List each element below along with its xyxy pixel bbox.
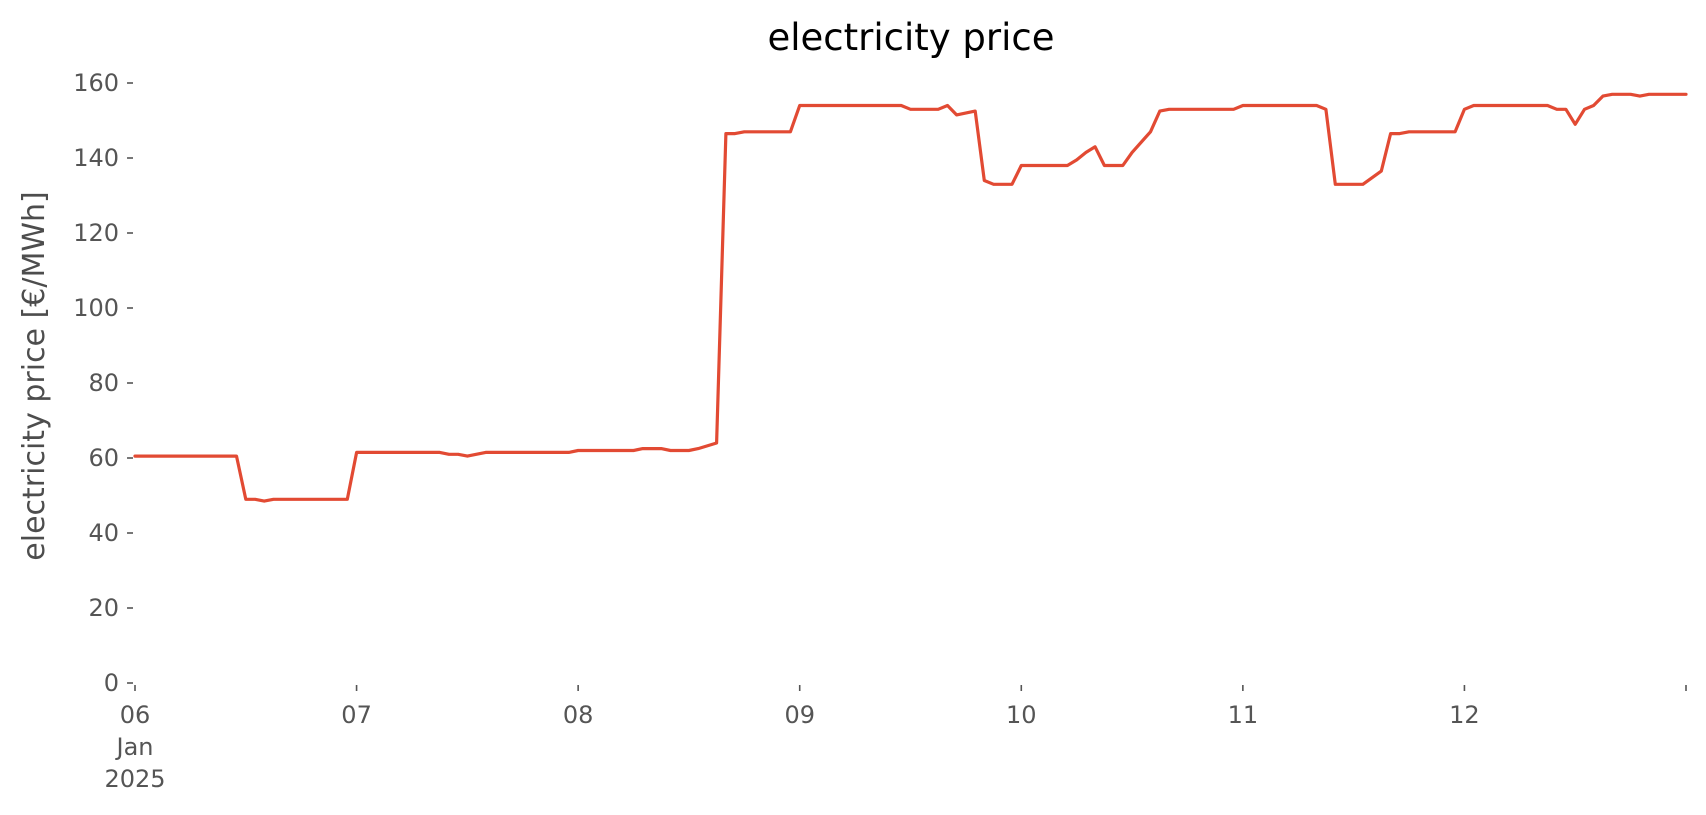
y-tick-label: 120 <box>73 219 119 247</box>
x-tick-label: 06 <box>120 701 151 729</box>
y-tick-label: 60 <box>88 444 119 472</box>
y-axis-label: electricity price [€/MWh] <box>17 191 52 560</box>
x-tick-year-label: 2025 <box>104 765 165 793</box>
x-axis: 06 Jan 2025 07 08 09 10 11 12 <box>104 685 1687 793</box>
y-tick-label: 80 <box>88 369 119 397</box>
x-tick-label: 11 <box>1228 701 1259 729</box>
y-tick-label: 100 <box>73 294 119 322</box>
x-tick-label: 12 <box>1449 701 1480 729</box>
y-tick-label: 40 <box>88 519 119 547</box>
x-tick-label: 09 <box>784 701 815 729</box>
series-line-0 <box>133 92 1688 503</box>
x-tick-label: 10 <box>1006 701 1037 729</box>
chart-title: electricity price <box>767 16 1054 59</box>
x-tick-label: 07 <box>341 701 372 729</box>
y-axis: 0 20 40 60 80 100 120 140 160 <box>73 69 133 697</box>
y-tick-label: 140 <box>73 144 119 172</box>
y-tick-label: 0 <box>104 669 119 697</box>
plot-area <box>133 92 1688 503</box>
y-tick-label: 160 <box>73 69 119 97</box>
x-tick-month-label: Jan <box>115 733 154 761</box>
x-tick-label: 08 <box>563 701 594 729</box>
y-tick-label: 20 <box>88 594 119 622</box>
